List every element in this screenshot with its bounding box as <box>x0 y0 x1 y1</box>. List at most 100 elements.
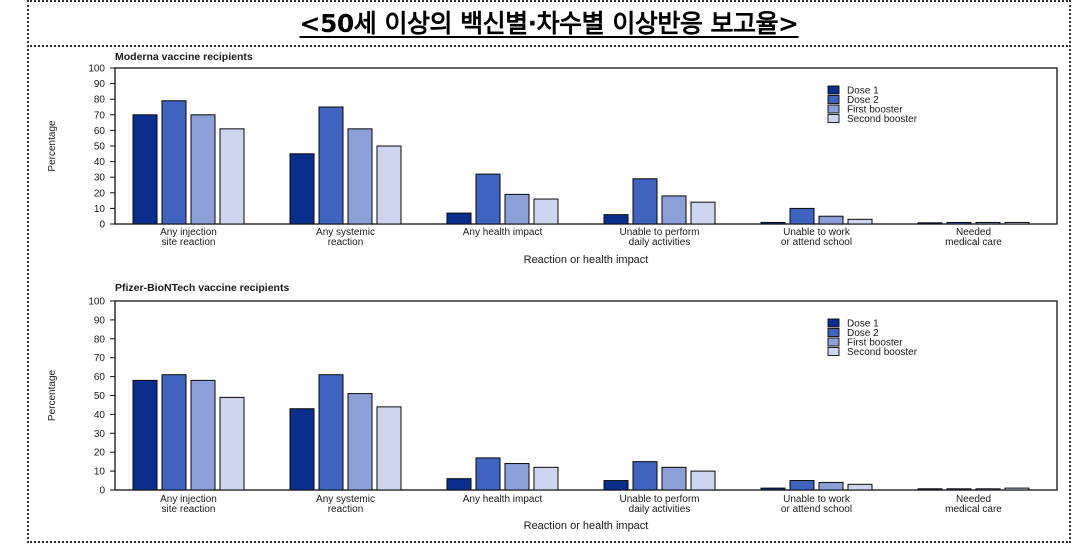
chart-1-category-label: Any health impact <box>463 227 543 238</box>
chart-2-bar <box>946 488 972 491</box>
chart-1-bar <box>161 100 187 225</box>
chart-1-bar <box>975 221 1001 225</box>
chart-1-bar <box>504 193 530 225</box>
chart-1-legend-label: Dose 1 <box>847 86 879 97</box>
chart-2-y-tick-label: 10 <box>94 467 106 478</box>
chart-1-bar <box>1004 221 1030 225</box>
chart-2-bar <box>975 488 1001 491</box>
chart-2-legend-label: Dose 1 <box>847 319 879 330</box>
chart-2-legend-label: Second booster <box>847 347 918 358</box>
chart-2-title: Pfizer-BioNTech vaccine recipients <box>115 282 289 294</box>
chart-2-bar <box>690 470 716 491</box>
chart-1-bar <box>690 201 716 225</box>
chart-2-category-label: daily activities <box>629 504 691 515</box>
chart-2-bar <box>789 480 815 491</box>
chart-1-legend-label: Second booster <box>847 114 918 125</box>
chart-1-bar <box>661 195 687 225</box>
chart-2-bar <box>446 478 472 491</box>
chart-2-bar <box>632 461 658 491</box>
chart-2-bar <box>289 408 315 491</box>
chart-2-y-tick-label: 0 <box>99 486 105 497</box>
chart-1-legend-label: Dose 2 <box>847 95 879 106</box>
chart-1-y-tick-label: 10 <box>94 204 106 215</box>
chart-1-bar <box>289 153 315 225</box>
chart-1-bar <box>446 212 472 225</box>
chart-2-legend-label: First booster <box>847 338 903 349</box>
chart-2-y-tick-label: 50 <box>94 391 106 402</box>
chart-2-bar <box>161 374 187 491</box>
chart-2-y-tick-label: 20 <box>94 448 106 459</box>
chart-1-bar <box>376 145 402 225</box>
chart-2-category-label: Unable to perform <box>619 494 699 505</box>
chart-1-bar <box>219 128 245 225</box>
chart-1-category-label: Any injection <box>160 227 217 238</box>
chart-2-bar <box>219 396 245 491</box>
chart-1-bar <box>347 128 373 225</box>
chart-2-bar <box>1004 487 1030 491</box>
chart-2-bar <box>760 487 786 491</box>
chart-2-category-label: reaction <box>328 504 364 515</box>
chart-1-y-tick-label: 20 <box>94 188 106 199</box>
chart-1-y-tick-label: 40 <box>94 157 106 168</box>
chart-2-bar <box>818 481 844 491</box>
chart-1-bar <box>632 178 658 225</box>
chart-2-legend-swatch <box>827 318 840 328</box>
chart-2-x-axis-label: Reaction or health impact <box>524 520 649 532</box>
chart-1-category-label: daily activities <box>629 237 691 248</box>
chart-1-legend-swatch <box>827 95 840 104</box>
chart-1-category-label: Unable to work <box>783 227 851 238</box>
chart-2-bar <box>603 480 629 491</box>
chart-2-bar <box>917 488 943 491</box>
chart-2-legend-swatch <box>827 347 840 356</box>
chart-1-category-label: or attend school <box>781 237 852 248</box>
chart-1-y-tick-label: 50 <box>94 142 106 153</box>
chart-2-legend-label: Dose 2 <box>847 328 879 339</box>
chart-2-y-tick-label: 80 <box>94 334 106 345</box>
chart-2-bar <box>347 393 373 491</box>
chart-2-plot-frame <box>114 300 1058 491</box>
chart-2-bar <box>847 483 873 491</box>
chart-1-category-label: Needed <box>956 227 991 238</box>
chart-1-bar <box>847 218 873 225</box>
chart-1-legend-swatch <box>827 104 840 114</box>
chart-2-y-tick-label: 60 <box>94 372 106 383</box>
chart-1-legend-swatch <box>827 114 840 123</box>
chart-1-bar <box>818 215 844 225</box>
chart-1-category-label: site reaction <box>162 237 216 248</box>
chart-1-title: Moderna vaccine recipients <box>115 51 253 63</box>
chart-2-bar <box>475 457 501 491</box>
chart-2-legend-swatch <box>827 337 840 347</box>
chart-1-legend-swatch <box>827 85 840 95</box>
chart-2-y-tick-label: 70 <box>94 353 106 364</box>
chart-2-y-tick-label: 90 <box>94 315 106 326</box>
chart-2-bar <box>533 466 559 491</box>
chart-1-plot-frame <box>114 67 1058 225</box>
chart-1-bar <box>917 222 943 225</box>
chart-2-y-tick-label: 30 <box>94 429 106 440</box>
chart-1-legend-label: First booster <box>847 105 903 116</box>
chart-1-bar <box>789 207 815 225</box>
chart-1-y-axis-label: Percentage <box>47 120 58 172</box>
chart-1-y-tick-label: 80 <box>94 95 106 106</box>
chart-1-category-label: reaction <box>328 237 364 248</box>
figure-frame <box>27 0 1071 543</box>
chart-1-bar <box>603 214 629 225</box>
chart-2-category-label: medical care <box>945 504 1002 515</box>
chart-2-category-label: Any systemic <box>316 494 375 505</box>
chart-1-category-label: Unable to perform <box>619 227 699 238</box>
chart-1-y-tick-label: 60 <box>94 126 106 137</box>
chart-2-legend-swatch <box>827 328 840 337</box>
page-title: <50세 이상의 백신별·차수별 이상반응 보고율> <box>299 9 800 38</box>
chart-1-bar <box>190 114 216 225</box>
chart-1-category-label: medical care <box>945 237 1002 248</box>
chart-2-y-axis-label: Percentage <box>47 369 58 421</box>
title-row: <50세 이상의 백신별·차수별 이상반응 보고율> <box>27 0 1071 47</box>
chart-2-category-label: site reaction <box>162 504 216 515</box>
chart-1-bar <box>533 198 559 225</box>
chart-1-x-axis-label: Reaction or health impact <box>524 254 649 266</box>
chart-2-y-tick-label: 100 <box>88 297 105 308</box>
chart-2-bar <box>376 406 402 491</box>
chart-2-bar <box>504 463 530 491</box>
chart-2-bar <box>318 374 344 491</box>
